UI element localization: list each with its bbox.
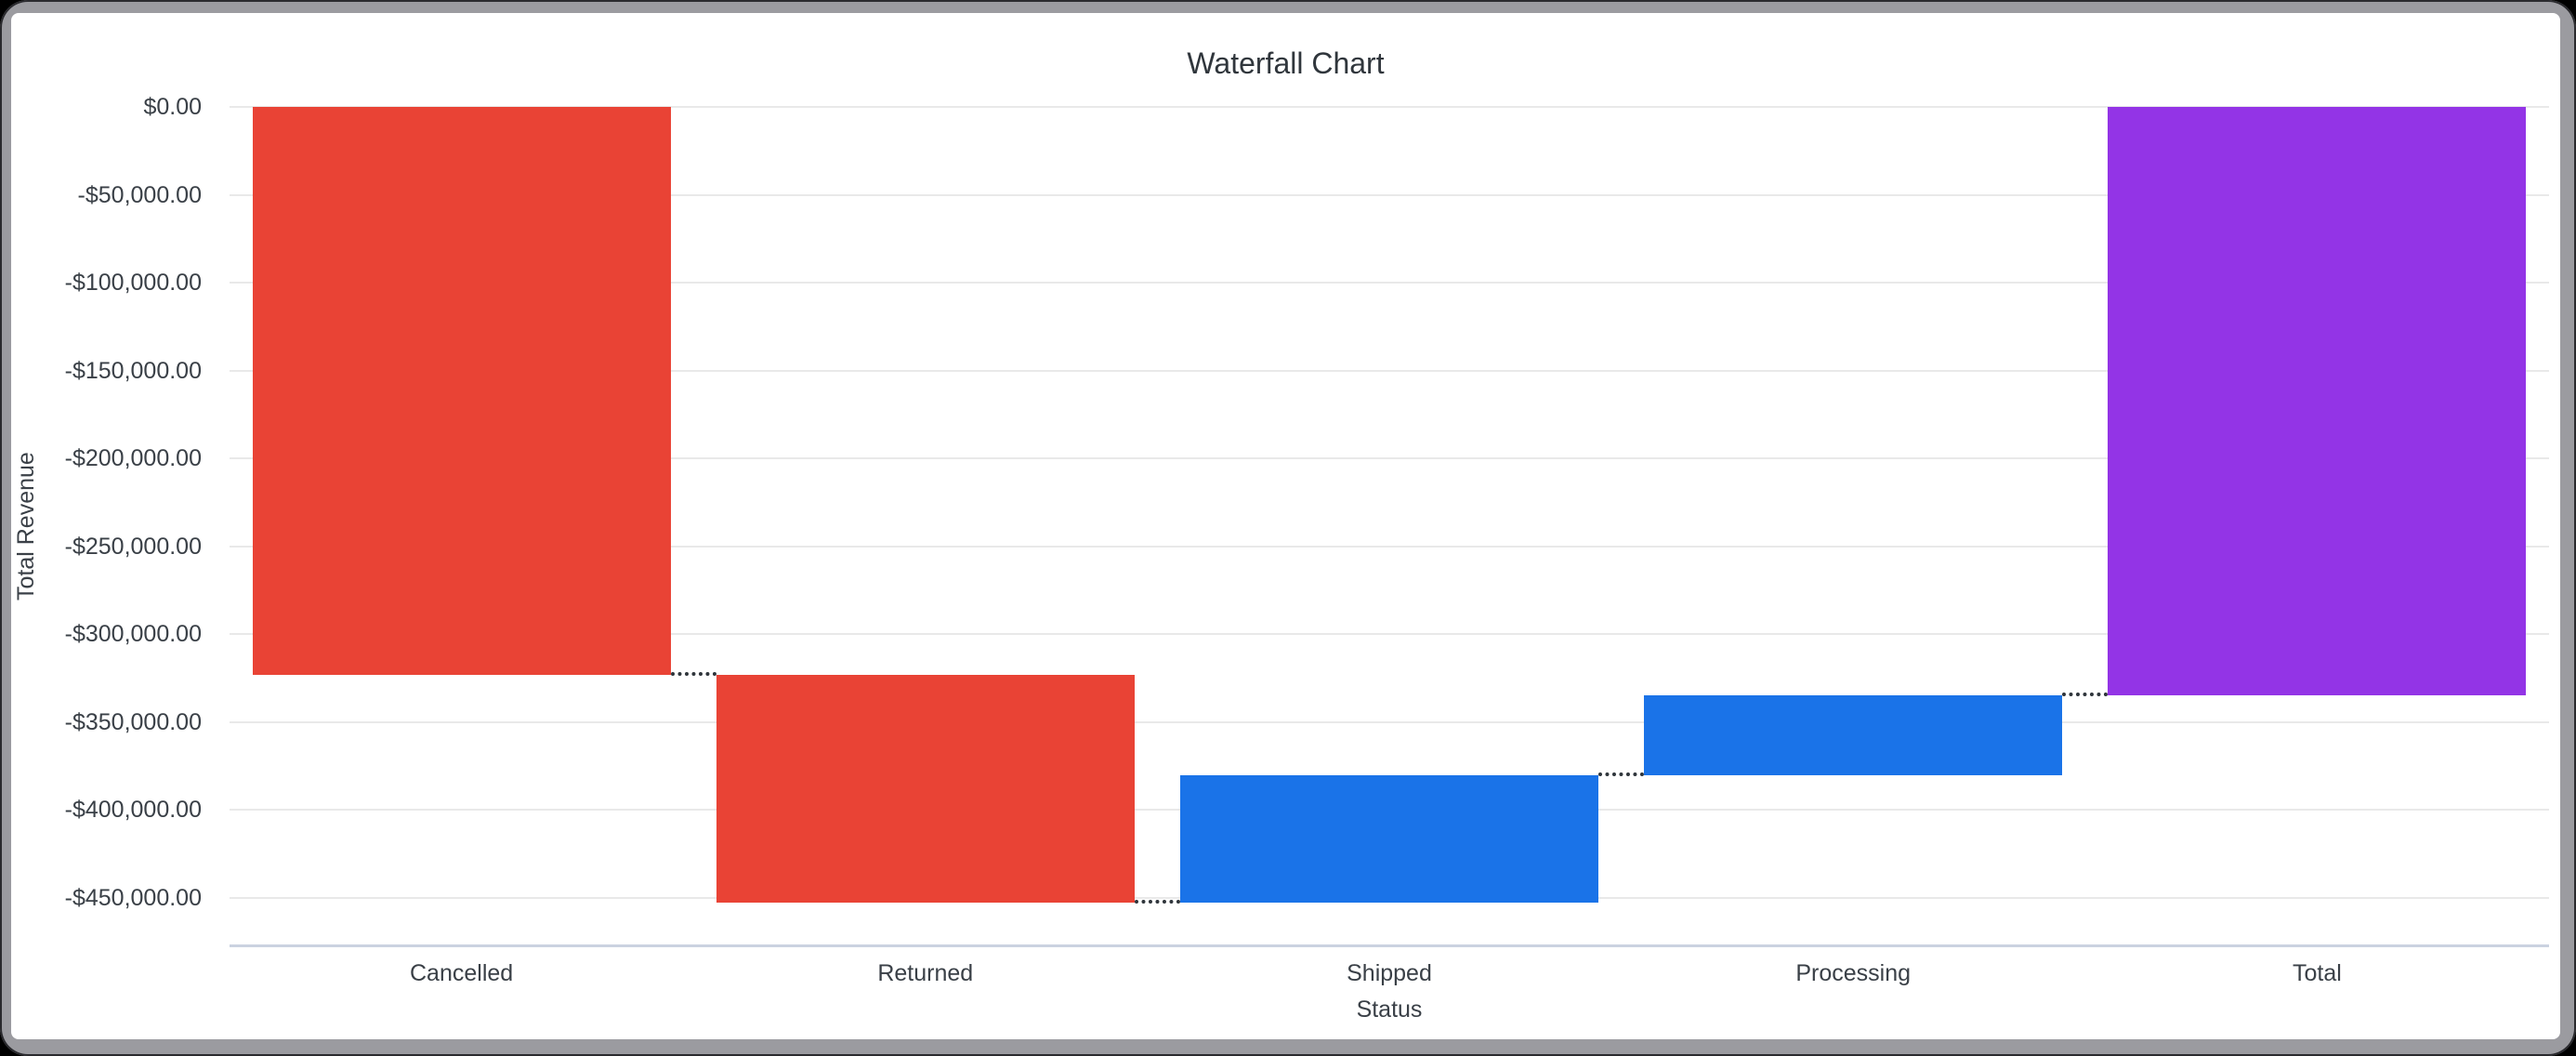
bar-shipped[interactable] (1180, 774, 1598, 903)
gridline--200000 (230, 457, 2549, 460)
y-tick-label: -$150,000.00 (64, 357, 202, 384)
gridline-0 (230, 106, 2549, 108)
connector-processing (2062, 692, 2109, 696)
gridline--150000 (230, 369, 2549, 372)
gridline--50000 (230, 193, 2549, 196)
y-tick-label: -$250,000.00 (64, 533, 202, 560)
x-tick-total: Total (2292, 960, 2342, 986)
bar-processing[interactable] (1644, 694, 2063, 775)
y-tick-label: -$300,000.00 (64, 621, 202, 648)
gridline--100000 (230, 282, 2549, 284)
gridline--250000 (230, 545, 2549, 548)
y-tick-label: -$50,000.00 (77, 181, 202, 208)
plot-area (230, 106, 2549, 947)
gridline--300000 (230, 633, 2549, 636)
y-tick-label: -$100,000.00 (64, 270, 202, 297)
x-tick-cancelled: Cancelled (410, 960, 514, 986)
y-tick-label: -$400,000.00 (64, 797, 202, 824)
y-tick-label: -$450,000.00 (64, 884, 202, 911)
x-tick-returned: Returned (877, 960, 974, 986)
y-tick-label: -$350,000.00 (64, 708, 202, 735)
y-tick-label: $0.00 (143, 94, 202, 120)
bar-cancelled[interactable] (252, 107, 671, 675)
x-tick-processing: Processing (1795, 960, 1912, 986)
y-tick-label: -$200,000.00 (64, 445, 202, 472)
connector-cancelled (670, 671, 716, 676)
x-axis-title: Status (1356, 997, 1423, 1023)
chart-title: Waterfall Chart (1187, 46, 1385, 80)
x-tick-shipped: Shipped (1347, 960, 1432, 986)
bar-returned[interactable] (716, 674, 1135, 903)
chart-canvas: Waterfall Chart Total Revenue Status $0.… (11, 13, 2560, 1039)
x-axis-line (230, 944, 2549, 947)
bar-total[interactable] (2108, 107, 2527, 695)
connector-returned (1134, 899, 1180, 904)
gridline--350000 (230, 720, 2549, 723)
connector-shipped (1598, 772, 1645, 776)
